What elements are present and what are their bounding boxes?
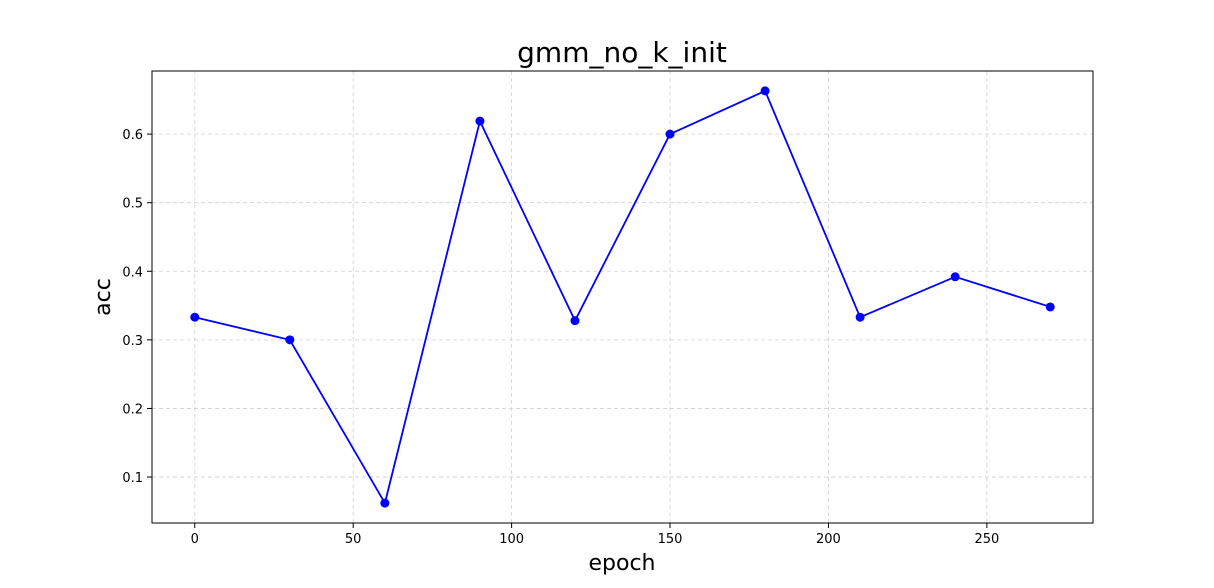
y-tick-label: 0.5 <box>122 197 143 212</box>
plot-area-frame <box>151 70 1094 524</box>
data-point <box>380 498 390 508</box>
x-tick-label: 50 <box>345 532 362 547</box>
y-axis-label: acc <box>91 278 116 316</box>
data-point <box>855 312 865 322</box>
series-line <box>194 89 1051 506</box>
y-tick-label: 0.4 <box>122 265 143 280</box>
data-point <box>665 129 675 139</box>
x-tick-label: 0 <box>191 532 199 547</box>
data-point <box>475 116 485 126</box>
data-point <box>570 316 580 326</box>
data-point <box>285 335 295 345</box>
data-point <box>950 272 960 282</box>
x-tick-label: 100 <box>499 532 524 547</box>
y-tick-label: 0.2 <box>122 402 143 417</box>
series-group <box>190 86 1055 508</box>
x-tick-label: 250 <box>974 532 999 547</box>
y-tick-label: 0.3 <box>122 334 143 349</box>
y-tick-label: 0.6 <box>122 128 143 143</box>
y-axis: 0.1 0.2 0.3 0.4 0.5 0.6 <box>122 128 152 486</box>
data-point <box>1045 302 1055 312</box>
data-point <box>760 86 770 96</box>
x-axis-label: epoch <box>589 551 656 576</box>
x-tick-label: 150 <box>658 532 683 547</box>
x-axis: 0 50 100 150 200 250 <box>191 523 999 547</box>
grid <box>152 71 1093 523</box>
x-tick-label: 200 <box>816 532 841 547</box>
data-point <box>190 312 200 322</box>
y-tick-label: 0.1 <box>122 471 143 486</box>
chart-title: gmm_no_k_init <box>517 36 727 69</box>
